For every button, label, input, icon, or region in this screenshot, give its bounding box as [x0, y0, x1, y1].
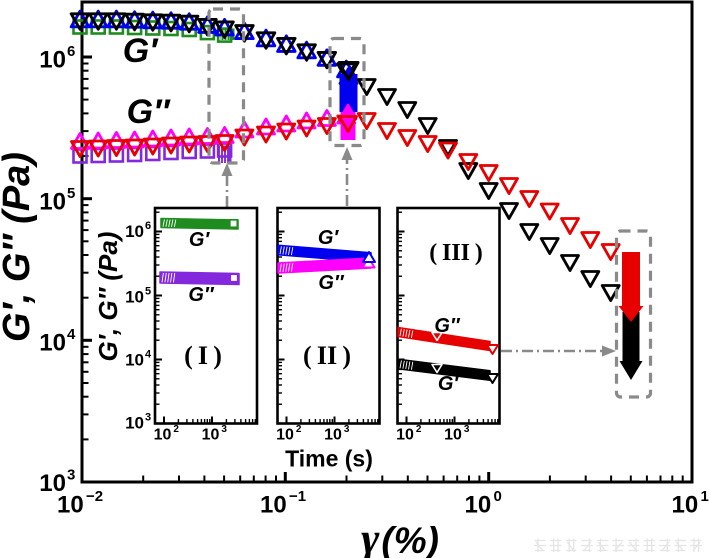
svg-text:10: 10 — [202, 427, 220, 444]
svg-text:3: 3 — [67, 467, 75, 484]
svg-text:10: 10 — [39, 189, 66, 216]
svg-text:3: 3 — [464, 424, 470, 435]
svg-text:6: 6 — [145, 220, 151, 232]
svg-text:10: 10 — [444, 427, 462, 444]
svg-text:10: 10 — [324, 427, 342, 444]
svg-text:10: 10 — [465, 491, 492, 518]
svg-text:1: 1 — [701, 488, 709, 505]
svg-text:G′: G′ — [438, 373, 460, 395]
svg-text:( III ): ( III ) — [429, 240, 483, 266]
svg-text:−2: −2 — [86, 488, 103, 505]
svg-text:10: 10 — [39, 470, 66, 497]
svg-text:4: 4 — [145, 349, 152, 361]
svg-text:0: 0 — [494, 488, 502, 505]
svg-text:3: 3 — [221, 424, 227, 435]
svg-text:5: 5 — [67, 185, 75, 202]
svg-text:3: 3 — [344, 424, 350, 435]
svg-text:6: 6 — [67, 43, 75, 60]
svg-text:G″: G″ — [434, 315, 461, 337]
svg-text:Time (s): Time (s) — [285, 446, 373, 472]
svg-text:( I ): ( I ) — [184, 341, 222, 370]
svg-text:10: 10 — [39, 330, 66, 357]
svg-text:( II ): ( II ) — [303, 341, 351, 370]
svg-text:G′: G′ — [189, 229, 211, 251]
svg-text:5: 5 — [145, 286, 151, 298]
svg-text:10: 10 — [154, 427, 172, 444]
svg-text:10: 10 — [276, 427, 294, 444]
svg-text:10: 10 — [39, 47, 66, 74]
svg-text:−1: −1 — [289, 488, 306, 505]
svg-text:10: 10 — [125, 222, 144, 241]
svg-text:10: 10 — [672, 491, 699, 518]
svg-text:γ(%): γ(%) — [361, 514, 439, 558]
svg-text:3: 3 — [145, 412, 151, 424]
svg-text:10: 10 — [125, 288, 144, 307]
svg-text:G′, G″ (Pa): G′, G″ (Pa) — [0, 152, 38, 342]
svg-text:G″: G″ — [318, 272, 345, 294]
svg-text:10: 10 — [125, 414, 144, 433]
svg-text:2: 2 — [416, 424, 422, 435]
svg-text:G″: G″ — [188, 284, 215, 306]
svg-text:G′: G′ — [318, 227, 340, 249]
svg-text:G′, G″ (Pa): G′, G″ (Pa) — [93, 232, 123, 362]
svg-text:4: 4 — [67, 326, 76, 343]
svg-text:G″: G″ — [127, 93, 171, 131]
svg-text:10: 10 — [57, 491, 84, 518]
svg-text:10: 10 — [125, 351, 144, 370]
svg-text:10: 10 — [396, 427, 414, 444]
svg-text:2: 2 — [296, 424, 302, 435]
svg-text:G′: G′ — [123, 32, 159, 70]
svg-text:10: 10 — [260, 491, 287, 518]
svg-text:2: 2 — [173, 424, 179, 435]
